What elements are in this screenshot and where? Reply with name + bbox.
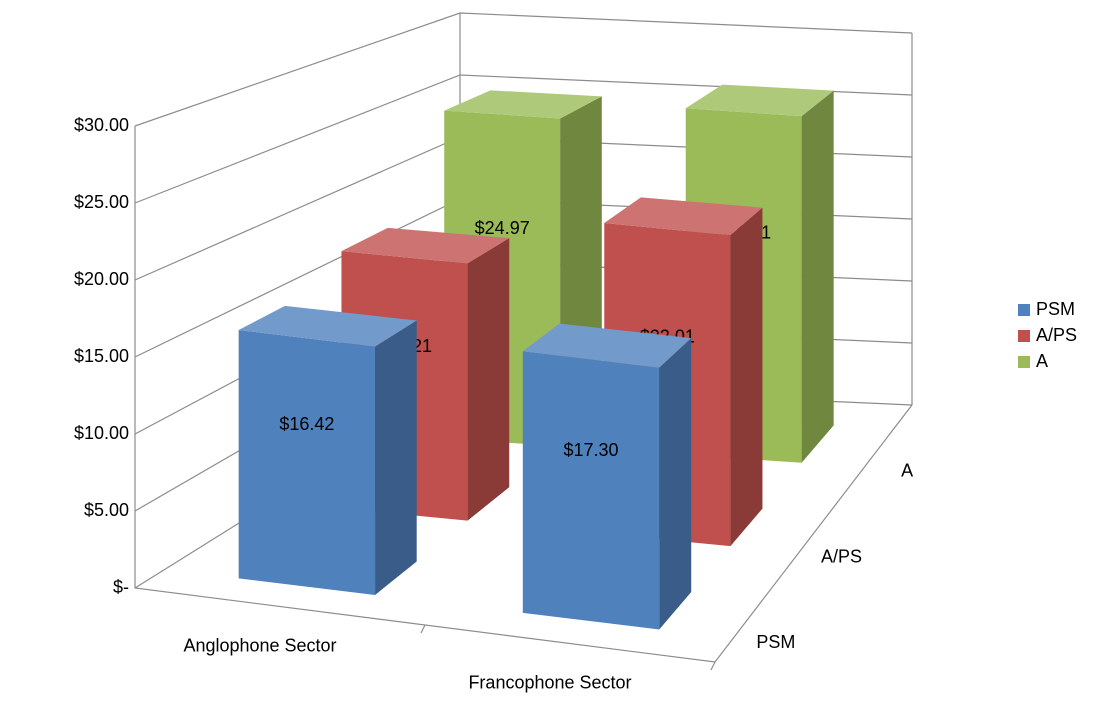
legend-swatch xyxy=(1018,356,1030,368)
bar-top xyxy=(444,90,602,119)
bar xyxy=(522,323,692,630)
y-tick-label: $30.00 xyxy=(74,115,129,135)
bar-side xyxy=(467,238,510,521)
value-label: $24.97 xyxy=(475,218,530,238)
legend-swatch xyxy=(1018,304,1030,316)
bar-front xyxy=(238,330,376,595)
y-tick-label: $25.00 xyxy=(74,192,129,212)
value-label: $17.30 xyxy=(563,440,618,460)
y-tick-label: $- xyxy=(113,577,129,597)
depth-tick-label: A xyxy=(901,461,913,481)
y-tick-label: $5.00 xyxy=(84,500,129,520)
legend-swatch xyxy=(1018,330,1030,342)
depth-tick-label: PSM xyxy=(756,632,795,652)
bar-side xyxy=(801,90,834,463)
bar-side xyxy=(375,320,417,595)
bar xyxy=(238,305,417,595)
bar-top xyxy=(685,84,834,117)
legend-label: A xyxy=(1036,351,1048,371)
x-tick-label: Francophone Sector xyxy=(468,672,631,692)
bar-top xyxy=(341,227,510,264)
y-tick-label: $20.00 xyxy=(74,269,129,289)
bar-top xyxy=(522,323,692,368)
legend-label: A/PS xyxy=(1036,325,1077,345)
depth-tick-label: A/PS xyxy=(821,546,862,566)
bar-top xyxy=(238,305,417,347)
bar-top xyxy=(604,197,763,236)
legend-label: PSM xyxy=(1036,299,1075,319)
y-tick-label: $10.00 xyxy=(74,423,129,443)
value-label: $16.42 xyxy=(279,414,334,434)
y-tick-label: $15.00 xyxy=(74,346,129,366)
x-tick-label: Anglophone Sector xyxy=(183,635,336,655)
x-tick xyxy=(710,661,716,671)
bar-side xyxy=(730,207,763,547)
x-tick xyxy=(420,624,426,634)
bar-side xyxy=(659,338,692,630)
bar-front xyxy=(522,351,660,630)
grid-line xyxy=(134,12,913,127)
